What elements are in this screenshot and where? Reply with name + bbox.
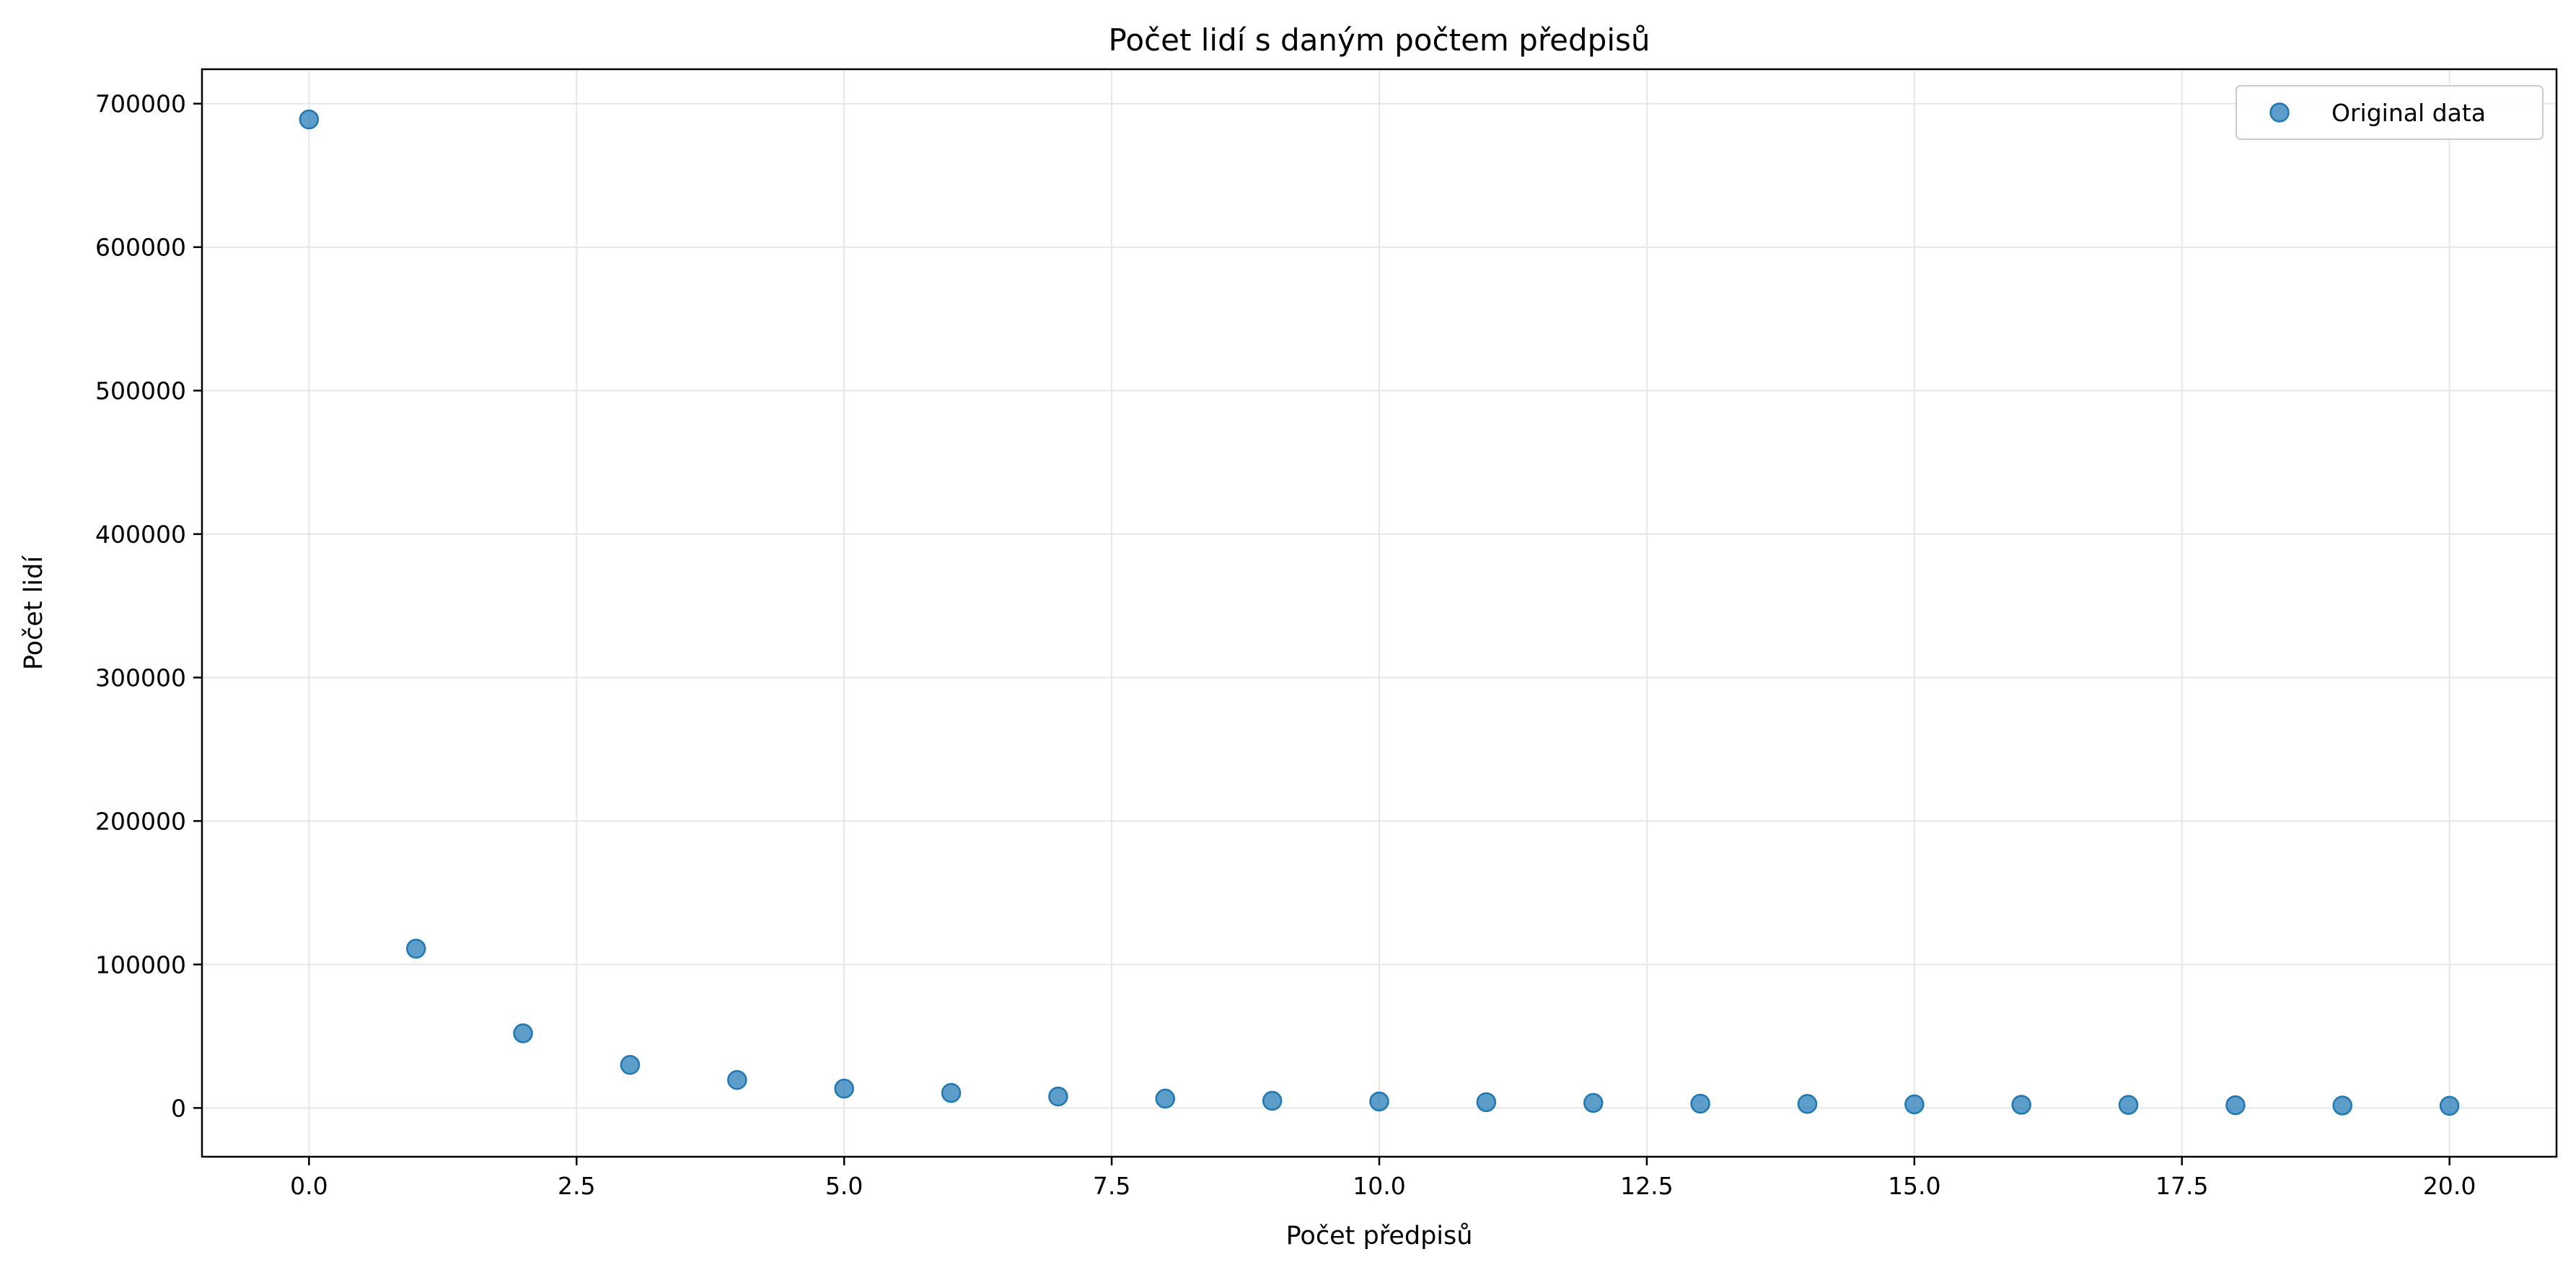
y-tick-label: 300000 bbox=[95, 664, 186, 692]
x-tick-label: 5.0 bbox=[825, 1172, 863, 1200]
x-tick-label: 7.5 bbox=[1093, 1172, 1130, 1200]
legend: Original data bbox=[2236, 85, 2544, 140]
data-point bbox=[727, 1069, 747, 1090]
data-point bbox=[1690, 1093, 1710, 1114]
legend-marker bbox=[2269, 102, 2290, 123]
y-axis-title: Počet lidí bbox=[19, 555, 48, 671]
data-point bbox=[405, 938, 426, 959]
y-tick-label: 700000 bbox=[95, 90, 186, 118]
data-point bbox=[1155, 1088, 1176, 1109]
data-point bbox=[620, 1054, 641, 1075]
data-point bbox=[1904, 1094, 1925, 1115]
x-tick-label: 10.0 bbox=[1353, 1172, 1405, 1200]
data-point bbox=[941, 1082, 962, 1103]
data-point bbox=[299, 109, 320, 130]
data-point bbox=[834, 1078, 854, 1099]
x-tick-label: 20.0 bbox=[2423, 1172, 2476, 1200]
y-tick-label: 200000 bbox=[95, 807, 186, 835]
y-tick-label: 100000 bbox=[95, 950, 186, 979]
data-point bbox=[1797, 1094, 1818, 1114]
x-tick-label: 15.0 bbox=[1888, 1172, 1940, 1200]
grid-layer bbox=[202, 69, 2557, 1157]
legend-label: Original data bbox=[2331, 99, 2486, 127]
data-point bbox=[1583, 1093, 1604, 1113]
data-point bbox=[2332, 1095, 2353, 1116]
data-point bbox=[1048, 1086, 1068, 1107]
x-tick-label: 12.5 bbox=[1620, 1172, 1673, 1200]
legend-box bbox=[2236, 85, 2544, 140]
points-layer bbox=[299, 109, 2460, 1116]
chart-title: Počet lidí s daným počtem předpisů bbox=[1108, 22, 1650, 58]
data-point bbox=[2439, 1095, 2460, 1116]
y-tick-label: 600000 bbox=[95, 234, 186, 262]
data-point bbox=[1262, 1090, 1283, 1111]
data-point bbox=[1476, 1092, 1497, 1113]
x-axis-title: Počet předpisů bbox=[1286, 1222, 1473, 1250]
y-tick-label: 500000 bbox=[95, 377, 186, 405]
x-tick-label: 0.0 bbox=[290, 1172, 328, 1200]
data-point bbox=[2225, 1095, 2246, 1116]
data-point bbox=[1369, 1091, 1389, 1112]
data-point bbox=[2118, 1095, 2139, 1115]
y-tick-label: 0 bbox=[171, 1094, 186, 1122]
x-tick-label: 17.5 bbox=[2155, 1172, 2208, 1200]
data-point bbox=[2011, 1095, 2031, 1115]
x-tick-label: 2.5 bbox=[558, 1172, 595, 1200]
ticks-layer: 0.0 2.5 5.0 7.5 10.0 12.5 15.0 17.5 20.0 0 100000 2… bbox=[95, 90, 2476, 1200]
y-tick-label: 400000 bbox=[95, 521, 186, 549]
data-point bbox=[513, 1023, 533, 1044]
